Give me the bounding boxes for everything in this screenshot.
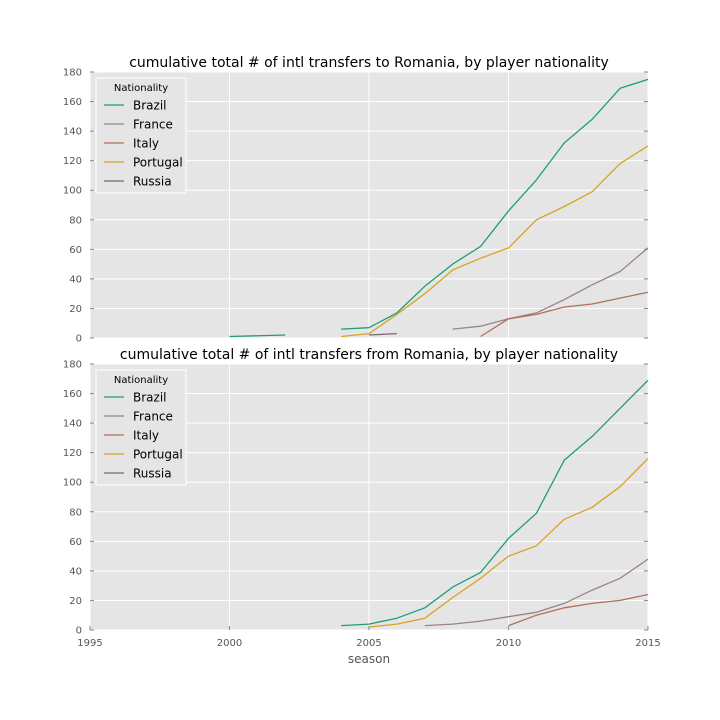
series-line-italy	[508, 593, 649, 627]
x-axis-label: season	[348, 652, 390, 666]
legend: Nationality Brazil France Italy Portugal Rus…	[95, 77, 187, 194]
legend-label-portugal: Portugal	[133, 448, 183, 462]
legend-label-russia: Russia	[133, 175, 172, 189]
chart-title: cumulative total # of intl transfers fro…	[120, 347, 618, 363]
grid-lines	[89, 71, 649, 339]
series-line-portugal	[341, 145, 649, 338]
legend-entries: Brazil France Italy Portugal Russia	[104, 391, 183, 481]
series-line-france	[452, 247, 649, 330]
legend-label-italy: Italy	[133, 429, 159, 443]
chart-panel-to-romania: 0 20 40 60 80 100 120 140 160 180 cumulative tota…	[63, 55, 649, 345]
x-tick-label: 2015	[635, 638, 660, 649]
y-tick-label: 80	[69, 215, 82, 226]
y-tick-label: 0	[76, 626, 82, 637]
y-tick-label: 20	[69, 304, 82, 315]
x-tick-label: 1995	[77, 638, 102, 649]
y-tick-label: 120	[63, 156, 82, 167]
legend: Nationality Brazil France Italy Portugal Rus…	[95, 369, 187, 486]
series-line-russia	[368, 332, 397, 336]
legend-label-portugal: Portugal	[133, 156, 183, 170]
x-tick-label: 2000	[217, 638, 242, 649]
y-tick-label: 40	[69, 566, 82, 577]
y-tick-label: 140	[63, 127, 82, 138]
x-tick-label: 2005	[356, 638, 381, 649]
y-tick-label: 100	[63, 186, 82, 197]
y-tick-label: 20	[69, 596, 82, 607]
legend-title: Nationality	[114, 83, 168, 94]
y-tick-label: 60	[69, 537, 82, 548]
series-line-portugal	[368, 458, 649, 628]
y-tick-label: 180	[63, 360, 82, 371]
chart-panel-from-romania: 0 20 40 60 80 100 120 140 160 180 1995 2000 2005 2010…	[63, 347, 661, 666]
axis-ticks: 0 20 40 60 80 100 120 140 160 180 1995 2000 2005 2010…	[63, 360, 661, 650]
y-tick-label: 120	[63, 448, 82, 459]
legend-box	[95, 77, 187, 194]
y-tick-label: 80	[69, 507, 82, 518]
series-line-brazil	[341, 78, 649, 330]
series-lines	[341, 379, 649, 628]
legend-label-brazil: Brazil	[133, 391, 167, 405]
series-line-italy	[480, 291, 649, 338]
legend-label-france: France	[133, 410, 173, 424]
legend-label-brazil: Brazil	[133, 99, 167, 113]
series-line-brazil	[229, 334, 286, 338]
legend-box	[95, 369, 187, 486]
series-lines	[229, 78, 649, 338]
series-line-brazil	[341, 379, 649, 627]
y-tick-label: 0	[76, 334, 82, 345]
x-tick-label: 2010	[496, 638, 521, 649]
y-tick-label: 160	[63, 97, 82, 108]
y-tick-label: 180	[63, 68, 82, 79]
legend-label-italy: Italy	[133, 137, 159, 151]
y-tick-label: 160	[63, 389, 82, 400]
legend-title: Nationality	[114, 375, 168, 386]
y-tick-label: 60	[69, 245, 82, 256]
legend-entries: Brazil France Italy Portugal Russia	[104, 99, 183, 189]
y-tick-label: 40	[69, 274, 82, 285]
y-tick-label: 100	[63, 478, 82, 489]
chart-title: cumulative total # of intl transfers to …	[129, 55, 609, 71]
legend-label-russia: Russia	[133, 467, 172, 481]
series-line-france	[424, 558, 649, 627]
y-tick-label: 140	[63, 419, 82, 430]
legend-label-france: France	[133, 118, 173, 132]
axis-ticks: 0 20 40 60 80 100 120 140 160 180	[63, 68, 648, 345]
